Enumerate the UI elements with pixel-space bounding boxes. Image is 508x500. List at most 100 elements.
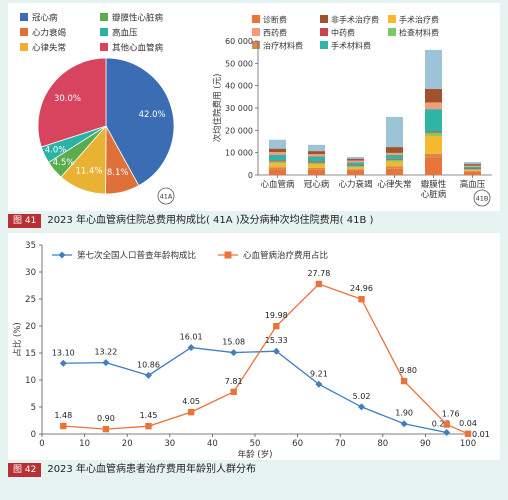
legend-swatch-3: [388, 28, 396, 36]
y-tick-label: 20: [25, 322, 36, 332]
corner-label-circle: [473, 189, 491, 207]
bar-segment-6-0: [269, 151, 286, 155]
extra-data-label: 0.01: [472, 430, 490, 439]
series-0-data-label-2: 10.86: [137, 360, 160, 369]
series-1-data-label-5: 19.98: [265, 311, 288, 320]
series-0-data-label-1: 13.22: [94, 348, 117, 357]
bar-segment-5-3: [386, 154, 403, 159]
legend-label-3: 瓣膜性心脏病: [112, 13, 164, 24]
bar-segment-8-5: [464, 162, 481, 165]
series-1-point-0: [60, 422, 67, 430]
bar-segment-1-4: [425, 153, 442, 158]
pie-value-label-3: 4.5%: [53, 158, 75, 168]
x-tick-label: 80: [377, 439, 388, 449]
bar-segment-1-0: [269, 167, 286, 170]
series-0-data-label-4: 15.08: [222, 338, 245, 347]
series-line-0: [63, 346, 447, 434]
series-1-point-9: [443, 421, 450, 428]
legend-swatch-7: [320, 15, 328, 23]
bar-segment-3-0: [269, 161, 286, 164]
bar-segment-1-5: [464, 170, 481, 172]
y-tick-label: 0: [248, 171, 253, 180]
series-1-point-3: [187, 408, 195, 416]
corner-label: 41A: [160, 193, 173, 201]
y-tick-label: 10 000: [225, 149, 253, 158]
bar-segment-0-3: [386, 168, 403, 175]
y-tick-label: 20 000: [225, 126, 253, 135]
series-0-data-label-0: 13.10: [52, 348, 75, 357]
legend-swatch-2: [388, 15, 396, 23]
series-1-data-label-9: 1.76: [442, 409, 460, 418]
legend-swatch-1: [20, 28, 28, 36]
legend-label-0: 冠心病: [32, 13, 58, 24]
legend-swatch-2: [20, 43, 28, 51]
figure-41-tag: 图 41: [8, 214, 42, 228]
bar-segment-0-5: [464, 171, 481, 175]
legend-marker-0: [58, 251, 66, 259]
series-1-point-5: [273, 322, 280, 330]
corner-label-circle: [157, 187, 175, 205]
x-tick-label-5: 高血压: [460, 179, 486, 190]
bar-segment-1-1: [308, 167, 325, 170]
pie-value-label-1: 8.1%: [107, 168, 129, 178]
bar-segment-1-2: [347, 169, 364, 171]
bar-segment-3-3: [386, 159, 403, 162]
bar-segment-8-1: [308, 144, 325, 152]
legend-label-0: 诊断费: [263, 15, 287, 25]
bar-segment-4-1: [308, 161, 325, 163]
bar-segment-7-0: [269, 148, 286, 152]
series-1-point-7: [358, 296, 365, 303]
series-1-data-label-7: 24.96: [350, 284, 373, 293]
legend-label-0: 第七次全国人口普查年龄构成比: [77, 250, 196, 261]
bar-segment-3-1: [308, 162, 325, 165]
series-1-data-label-3: 4.05: [182, 397, 200, 406]
y-tick-label: 50 000: [225, 59, 253, 68]
series-0-data-label-6: 9.21: [310, 369, 328, 378]
y-tick-label: 30 000: [225, 104, 253, 113]
pie-slice-5: [37, 57, 107, 148]
pie-value-label-4: 4.0%: [45, 146, 67, 156]
x-tick-label-4: 瓣膜性: [421, 179, 447, 190]
series-0-point-0: [59, 359, 67, 367]
bar-segment-4-3: [386, 158, 403, 160]
y-tick-label: 15: [25, 349, 36, 359]
series-0-point-5: [272, 347, 280, 355]
bar-segment-2-5: [464, 170, 481, 171]
bar-segment-4-4: [425, 131, 442, 133]
legend-swatch-1: [252, 41, 260, 49]
corner-label: 41B: [476, 195, 489, 203]
series-0-data-label-8: 1.90: [395, 409, 413, 418]
y-tick-label: 30: [25, 268, 36, 278]
y-tick-label: 60 000: [225, 37, 253, 46]
y-tick-label: 5: [31, 403, 36, 413]
bar-segment-0-4: [425, 157, 442, 175]
x-tick-label: 70: [335, 439, 346, 449]
series-0-data-label-9: 0.27: [432, 420, 450, 429]
series-0-point-8: [400, 420, 408, 428]
y-tick-label: 25: [25, 295, 36, 305]
legend-label-1: 心血管病治疗费用占比: [243, 250, 328, 261]
bar-segment-2-2: [347, 167, 364, 170]
figure-42-caption-text: 2023 年心血管病患者治疗费用年龄别人群分布: [47, 464, 256, 475]
bar-segment-1-3: [386, 166, 403, 169]
series-0-point-6: [315, 380, 323, 388]
bar-segment-2-0: [269, 163, 286, 168]
bar-segment-3-5: [464, 169, 481, 171]
bar-segment-3-2: [347, 166, 364, 168]
bar-segment-8-2: [347, 156, 364, 159]
series-1-point-2: [145, 422, 152, 430]
series-0-point-2: [145, 371, 152, 379]
series-1-data-label-8: 9.80: [399, 366, 417, 375]
legend-swatch-5: [320, 41, 328, 49]
legend-swatch-0: [20, 13, 28, 21]
y-tick-label: 0: [31, 430, 36, 440]
bar-segment-8-3: [386, 116, 403, 148]
figure-42-panel: 0 5 10 15 20 25 30 35 0 10 20 30 40 50 60 70 80 90 100 年龄 (…: [8, 233, 500, 460]
bar-segment-4-2: [347, 165, 364, 167]
series-1-point-8: [400, 377, 408, 385]
legend-swatch-5: [100, 43, 108, 51]
series-0-data-label-3: 16.01: [180, 333, 203, 342]
figure-41-panel: 冠心病 瓣膜性心脏病 心力衰竭 高血压 心律失常 其他心血管病 42.0% 8.1% 11.4%…: [8, 3, 500, 211]
bar-segment-2-4: [425, 135, 442, 154]
legend-label-6: 西药费: [263, 28, 287, 38]
